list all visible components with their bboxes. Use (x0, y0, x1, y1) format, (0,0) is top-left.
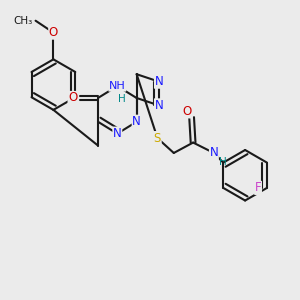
Text: N: N (209, 146, 218, 160)
Text: O: O (182, 105, 192, 118)
Text: H: H (118, 94, 126, 104)
Text: N: N (154, 75, 163, 88)
Text: O: O (68, 92, 77, 104)
Text: N: N (154, 99, 163, 112)
Text: F: F (255, 182, 261, 194)
Text: S: S (154, 132, 161, 145)
Text: N: N (113, 127, 122, 140)
Text: CH₃: CH₃ (13, 16, 33, 26)
Text: N: N (132, 115, 141, 128)
Text: H: H (219, 157, 227, 167)
Text: NH: NH (109, 81, 126, 91)
Text: O: O (49, 26, 58, 39)
